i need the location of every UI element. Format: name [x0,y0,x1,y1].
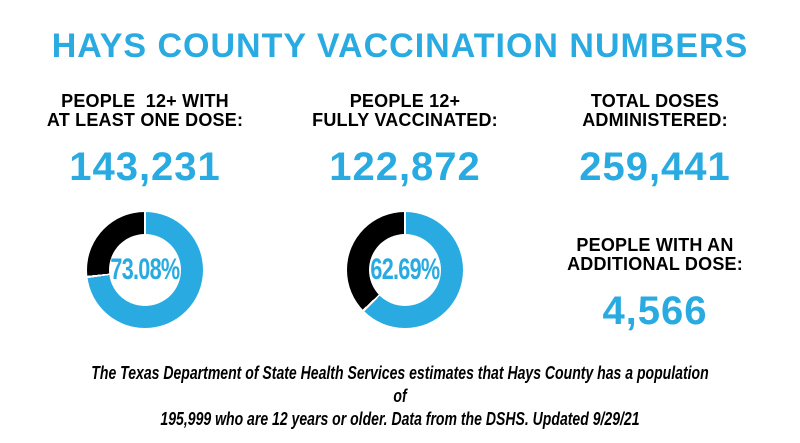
donut-chart-fully-vaccinated: 62.69% [347,212,463,328]
stat-column-fully-vaccinated: PEOPLE 12+ FULLY VACCINATED: 122,872 62.… [290,92,520,332]
stat-label-fully-vaccinated: PEOPLE 12+ FULLY VACCINATED: [312,91,498,130]
stat-column-one-dose: PEOPLE 12+ WITH AT LEAST ONE DOSE: 143,2… [0,92,290,332]
stat-label-one-dose: PEOPLE 12+ WITH AT LEAST ONE DOSE: [46,91,244,130]
stat-value-additional-dose: 4,566 [602,289,708,333]
donut-percent-label: 73.08% [110,253,181,286]
footnote-line-1: The Texas Department of State Health Ser… [91,363,709,406]
footnote-line-2: 195,999 who are 12 years or older. Data … [160,409,640,429]
stat-label-total-doses: TOTAL DOSES ADMINISTERED: [582,91,728,130]
donut-hole: 73.08% [109,234,181,306]
footnote: The Texas Department of State Health Ser… [88,362,712,431]
page-title: HAYS COUNTY VACCINATION NUMBERS [51,27,749,65]
stat-value-total-doses: 259,441 [579,145,731,189]
stat-column-total-doses: TOTAL DOSES ADMINISTERED: 259,441 PEOPLE… [520,91,790,333]
donut-chart-one-dose: 73.08% [87,212,203,328]
donut-percent-label: 62.69% [370,253,441,286]
donut-hole: 62.69% [369,234,441,306]
stat-label-additional-dose: PEOPLE WITH AN ADDITIONAL DOSE: [567,235,743,274]
stat-value-fully-vaccinated: 122,872 [329,145,481,189]
stats-grid: PEOPLE 12+ WITH AT LEAST ONE DOSE: 143,2… [0,91,790,333]
stat-value-one-dose: 143,231 [69,145,221,189]
